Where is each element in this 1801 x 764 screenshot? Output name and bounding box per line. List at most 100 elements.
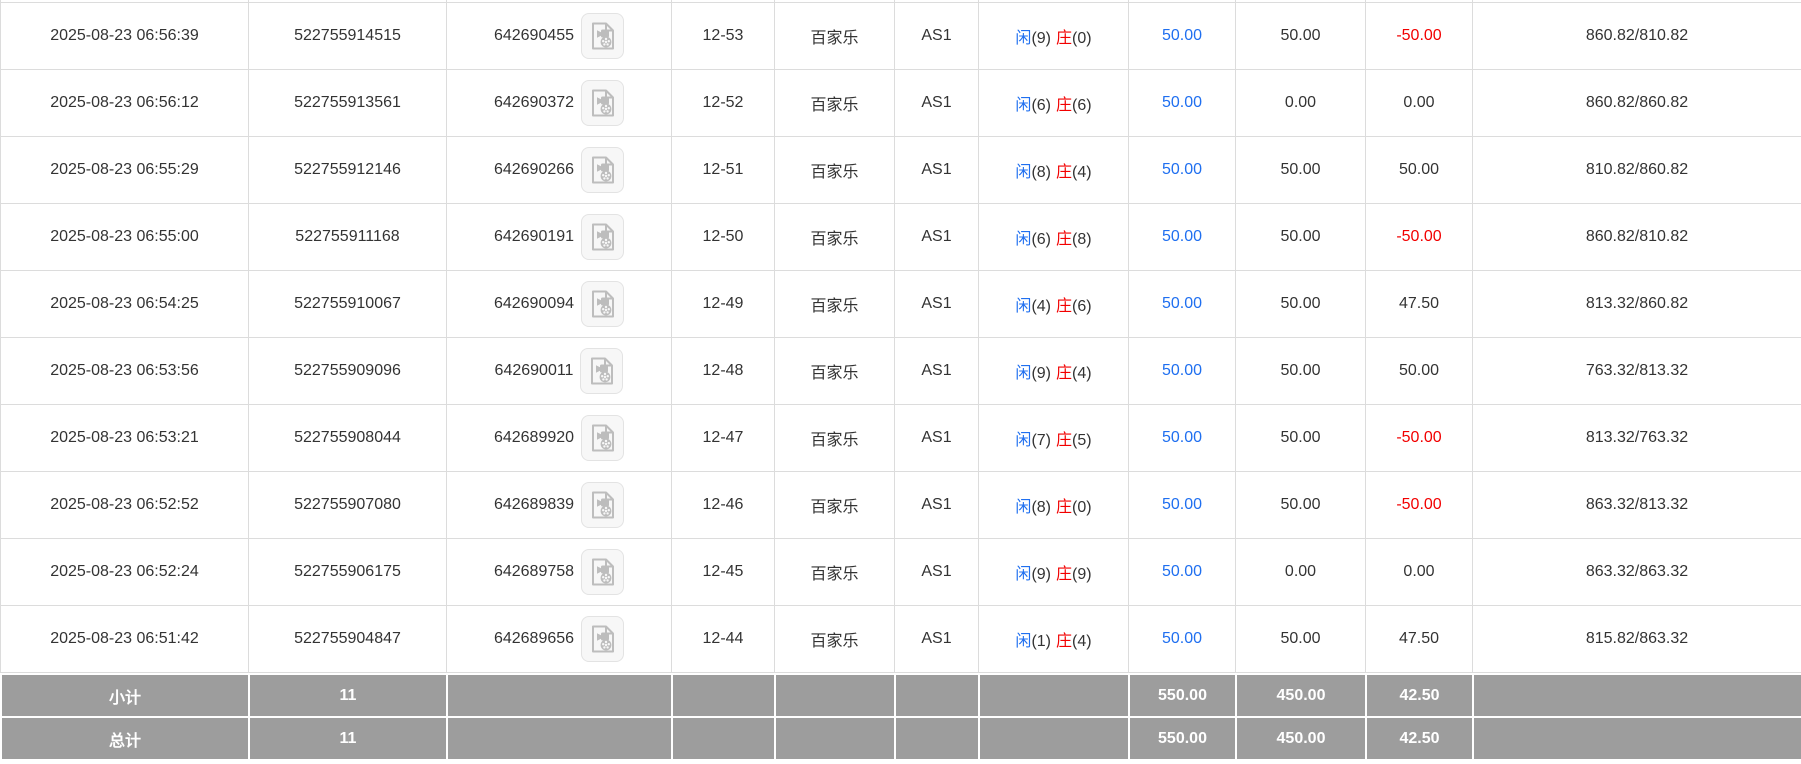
- video-replay-button[interactable]: [581, 214, 625, 260]
- cell-round-number: 12-44: [671, 605, 775, 673]
- video-replay-button[interactable]: [581, 13, 625, 59]
- cell-game-type: 百家乐: [774, 2, 895, 70]
- cell-bet-id: 522755914515: [248, 2, 447, 70]
- cell-round-number: 12-53: [671, 2, 775, 70]
- win-loss-value: 50.00: [1398, 161, 1440, 178]
- video-file-icon: [591, 290, 614, 318]
- win-loss-value: 50.00: [1398, 362, 1440, 379]
- win-loss-value: -50.00: [1396, 228, 1442, 245]
- video-replay-button[interactable]: [581, 549, 625, 595]
- video-file-icon: [591, 491, 614, 519]
- video-replay-button[interactable]: [581, 616, 625, 662]
- cell-game-result: 闲6庄8: [978, 203, 1129, 271]
- player-label: 闲: [1015, 97, 1032, 114]
- summary-rows: 小计 11 550.00 450.00 42.50 总计 11: [0, 673, 1801, 759]
- cell-table-name: AS1: [894, 404, 979, 472]
- cell-bet-amount: 50.00: [1128, 337, 1236, 405]
- cell-game-number: 642690011: [446, 337, 672, 405]
- cell-valid-amount: 50.00: [1235, 270, 1366, 338]
- table-row: 2025-08-23 06:52:52 522755907080 6426898…: [0, 471, 1801, 539]
- video-replay-button[interactable]: [581, 147, 625, 193]
- cell-win-loss: 50.00: [1365, 136, 1473, 204]
- table-row: 2025-08-23 06:56:12 522755913561 6426903…: [0, 69, 1801, 137]
- summary-balance-cell: [1472, 673, 1801, 718]
- cell-valid-amount: 50.00: [1235, 404, 1366, 472]
- cell-bet-id: 522755910067: [248, 270, 447, 338]
- cell-table-name: AS1: [894, 203, 979, 271]
- bet-amount-link[interactable]: 50.00: [1161, 630, 1203, 647]
- banker-label: 庄: [1056, 164, 1073, 181]
- summary-bet-total-cell: 550.00: [1128, 673, 1237, 718]
- summary-count-cell: 11: [248, 673, 448, 718]
- cell-table-name: AS1: [894, 471, 979, 539]
- cell-balance: 860.82/810.82: [1472, 203, 1801, 271]
- banker-score: 4: [1072, 164, 1092, 181]
- bet-amount-link[interactable]: 50.00: [1161, 429, 1203, 446]
- summary-count-cell: 11: [248, 716, 448, 759]
- cell-round-number: 12-50: [671, 203, 775, 271]
- bet-amount-link[interactable]: 50.00: [1161, 496, 1203, 513]
- bet-amount-link[interactable]: 50.00: [1161, 362, 1203, 379]
- cell-game-result: 闲9庄4: [978, 337, 1129, 405]
- video-file-icon: [591, 22, 614, 50]
- game-number-text: 642690455: [493, 27, 575, 44]
- cell-bet-id: 522755908044: [248, 404, 447, 472]
- player-score: 9: [1031, 30, 1051, 47]
- player-score: 6: [1031, 97, 1051, 114]
- cell-win-loss: 47.50: [1365, 270, 1473, 338]
- video-replay-button[interactable]: [581, 482, 625, 528]
- cell-valid-amount: 50.00: [1235, 337, 1366, 405]
- cell-table-name: AS1: [894, 136, 979, 204]
- summary-win-loss-total-cell: 42.50: [1365, 716, 1474, 759]
- bet-amount-link[interactable]: 50.00: [1161, 161, 1203, 178]
- cell-bet-id: 522755912146: [248, 136, 447, 204]
- banker-label: 庄: [1056, 231, 1073, 248]
- summary-row: 小计 11 550.00 450.00 42.50: [0, 673, 1801, 718]
- game-number-text: 642689920: [493, 429, 575, 446]
- video-replay-button[interactable]: [581, 80, 625, 126]
- video-replay-button[interactable]: [581, 281, 625, 327]
- player-score: 9: [1031, 566, 1051, 583]
- cell-game-result: 闲9庄0: [978, 2, 1129, 70]
- summary-empty-cell: [446, 673, 673, 718]
- summary-bet-total-cell: 550.00: [1128, 716, 1237, 759]
- player-score: 6: [1031, 231, 1051, 248]
- bet-amount-link[interactable]: 50.00: [1161, 27, 1203, 44]
- cell-balance: 810.82/860.82: [1472, 136, 1801, 204]
- banker-label: 庄: [1056, 365, 1073, 382]
- cell-bet-id: 522755904847: [248, 605, 447, 673]
- player-label: 闲: [1015, 432, 1032, 449]
- cell-round-number: 12-49: [671, 270, 775, 338]
- cell-bet-id: 522755909096: [248, 337, 447, 405]
- bet-amount-link[interactable]: 50.00: [1161, 295, 1203, 312]
- game-number-text: 642689656: [493, 630, 575, 647]
- cell-game-result: 闲7庄5: [978, 404, 1129, 472]
- bet-amount-link[interactable]: 50.00: [1161, 94, 1203, 111]
- bet-amount-link[interactable]: 50.00: [1161, 228, 1203, 245]
- video-replay-button[interactable]: [581, 415, 625, 461]
- cell-bet-amount: 50.00: [1128, 471, 1236, 539]
- cell-valid-amount: 50.00: [1235, 203, 1366, 271]
- video-replay-button[interactable]: [580, 348, 624, 394]
- bet-amount-link[interactable]: 50.00: [1161, 563, 1203, 580]
- banker-score: 0: [1072, 499, 1092, 516]
- video-file-icon: [590, 357, 613, 385]
- cell-valid-amount: 50.00: [1235, 136, 1366, 204]
- cell-table-name: AS1: [894, 69, 979, 137]
- cell-bet-amount: 50.00: [1128, 69, 1236, 137]
- cell-round-number: 12-48: [671, 337, 775, 405]
- cell-bet-id: 522755907080: [248, 471, 447, 539]
- cell-bet-amount: 50.00: [1128, 270, 1236, 338]
- cell-valid-amount: 0.00: [1235, 538, 1366, 606]
- summary-label-cell: 总计: [0, 716, 250, 759]
- banker-label: 庄: [1056, 633, 1073, 650]
- table-row: 2025-08-23 06:55:00 522755911168 6426901…: [0, 203, 1801, 271]
- cell-win-loss: 47.50: [1365, 605, 1473, 673]
- banker-score: 5: [1072, 432, 1092, 449]
- cell-bet-amount: 50.00: [1128, 203, 1236, 271]
- cell-round-number: 12-47: [671, 404, 775, 472]
- cell-balance: 863.32/863.32: [1472, 538, 1801, 606]
- cell-balance: 813.32/763.32: [1472, 404, 1801, 472]
- game-number-text: 642690011: [494, 362, 574, 379]
- cell-table-name: AS1: [894, 2, 979, 70]
